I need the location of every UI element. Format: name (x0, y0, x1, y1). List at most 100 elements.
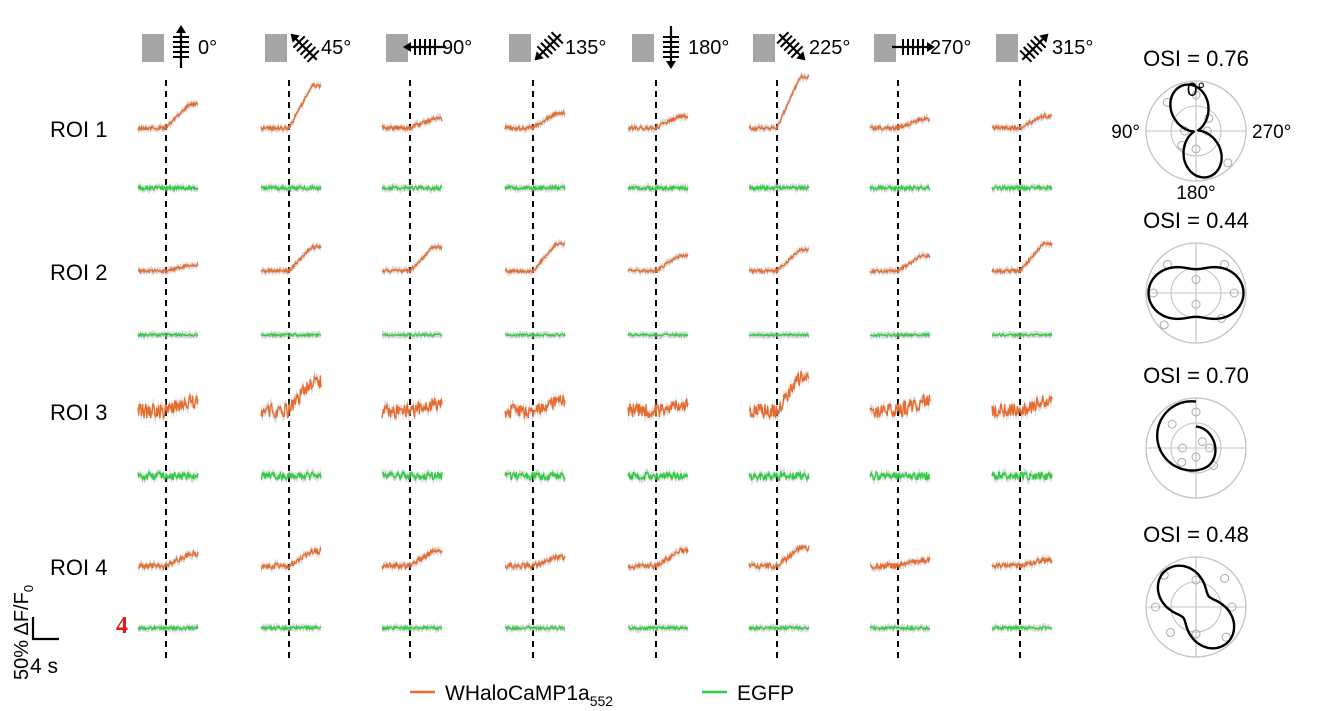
direction-label: 90° (442, 37, 472, 59)
egfp-trace-sem-band (628, 622, 688, 634)
whalocamp-trace-sem-band (382, 241, 442, 277)
moving-grating-arrow-icon (403, 39, 446, 55)
whalocamp-trace-sem-band (870, 552, 930, 574)
whalocamp-trace-sem-band (628, 543, 688, 574)
moving-grating-arrow-icon (1019, 33, 1049, 63)
legend-label-orange: WHaloCaMP1a552 (445, 682, 613, 709)
scale-bar-vertical-label: 50% ΔF/F0 (11, 585, 36, 680)
whalocamp-trace-sem-band (870, 113, 930, 135)
whalocamp-trace (748, 72, 810, 132)
egfp-trace (260, 623, 322, 632)
roi-labels: ROI 1 ROI 2 ROI 3 ROI 4 (50, 117, 107, 580)
polar-data-point (1191, 575, 1201, 585)
egfp-trace-sem-band (261, 467, 321, 485)
whalocamp-trace (748, 544, 810, 571)
stimulus-header-row: 0° 45° 90° 135° 180° 225° 270° 315° (142, 25, 1093, 69)
whalocamp-trace-sem-band (261, 242, 321, 277)
egfp-trace (381, 183, 443, 192)
direction-label: 270° (930, 37, 971, 59)
egfp-trace (748, 332, 809, 338)
whalocamp-trace (869, 252, 931, 276)
polar-data-point (1191, 299, 1201, 309)
roi-traces (137, 238, 1053, 341)
polar-plot: OSI = 0.44 (1143, 208, 1249, 344)
egfp-trace (137, 331, 199, 338)
egfp-trace (137, 623, 199, 632)
polar-data-point (1191, 452, 1201, 462)
moving-grating-arrow-icon (173, 25, 189, 68)
stimulus-180: 180° (632, 26, 729, 69)
whalocamp-trace (137, 261, 199, 275)
polar-data-point (1159, 320, 1169, 330)
egfp-trace (260, 183, 322, 193)
polar-plot: OSI = 0.70 (1143, 363, 1249, 499)
direction-label: 0° (198, 37, 217, 59)
direction-label: 135° (565, 37, 606, 59)
egfp-trace (627, 624, 689, 632)
whalocamp-trace (504, 241, 566, 275)
whalocamp-trace (991, 240, 1053, 276)
roi-label: ROI 1 (50, 117, 107, 142)
stimulus-45: 45° (265, 33, 351, 63)
egfp-trace (260, 331, 322, 339)
egfp-trace (381, 470, 443, 482)
egfp-trace (869, 184, 931, 193)
roi-traces (137, 71, 1053, 195)
whalocamp-trace (137, 549, 199, 572)
egfp-trace (869, 470, 931, 481)
whalocamp-trace (869, 115, 931, 132)
egfp-trace (504, 624, 566, 632)
direction-label: 225° (809, 37, 850, 59)
stimulus-0: 0° (142, 25, 217, 68)
scale-bar-vertical-sub: 0 (21, 585, 36, 592)
whalocamp-trace (260, 244, 322, 275)
whalocamp-trace-sem-band (749, 244, 809, 276)
egfp-trace (382, 332, 443, 338)
egfp-trace (991, 183, 1053, 193)
egfp-trace (748, 470, 810, 483)
polar-angle-label-top: 0° (1187, 80, 1205, 101)
blank-screen-box (996, 34, 1018, 62)
whalocamp-trace (137, 100, 199, 133)
polar-data-point (1167, 419, 1177, 429)
roi-label: ROI 4 (50, 555, 107, 580)
whalocamp-trace (504, 394, 566, 420)
direction-label: 315° (1052, 37, 1093, 59)
whalocamp-trace (381, 244, 443, 275)
polar-data-point (1191, 275, 1201, 284)
whalocamp-trace-sem-band (992, 238, 1052, 277)
whalocamp-trace (748, 247, 810, 275)
response-traces (137, 71, 1053, 634)
egfp-trace (748, 624, 810, 632)
egfp-trace-sem-band (749, 466, 809, 486)
polar-angle-label-right: 270° (1252, 122, 1291, 143)
stimulus-315: 315° (996, 33, 1093, 63)
polar-data-point (1166, 627, 1176, 637)
whalocamp-trace (627, 398, 689, 418)
moving-grating-arrow-icon (663, 26, 679, 69)
stimulus-onset-lines (165, 80, 1021, 662)
polar-angle-label-left: 90° (1111, 122, 1140, 143)
blank-screen-box (753, 34, 775, 62)
egfp-trace (869, 332, 931, 339)
whalocamp-trace (991, 112, 1053, 132)
egfp-trace (137, 183, 199, 193)
whalocamp-trace (504, 108, 566, 132)
whalocamp-trace-sem-band (505, 238, 565, 277)
blank-screen-box (632, 34, 654, 62)
whalocamp-trace-sem-band (749, 71, 809, 134)
egfp-trace (137, 470, 199, 483)
egfp-trace (992, 332, 1053, 339)
whalocamp-trace-sem-band (138, 99, 198, 134)
scale-bar-horizontal-label: 4 s (30, 655, 58, 678)
moving-grating-arrow-icon (892, 39, 935, 55)
roi-traces (137, 366, 1053, 486)
polar-data-point (1205, 443, 1214, 453)
roi-label: ROI 2 (50, 260, 107, 285)
egfp-trace (627, 470, 689, 482)
blank-screen-box (265, 34, 287, 62)
legend-label-green: EGFP (737, 682, 794, 705)
osi-label: OSI = 0.76 (1143, 46, 1249, 71)
whalocamp-trace-sem-band (992, 110, 1052, 134)
whalocamp-trace-sem-band (382, 113, 442, 134)
